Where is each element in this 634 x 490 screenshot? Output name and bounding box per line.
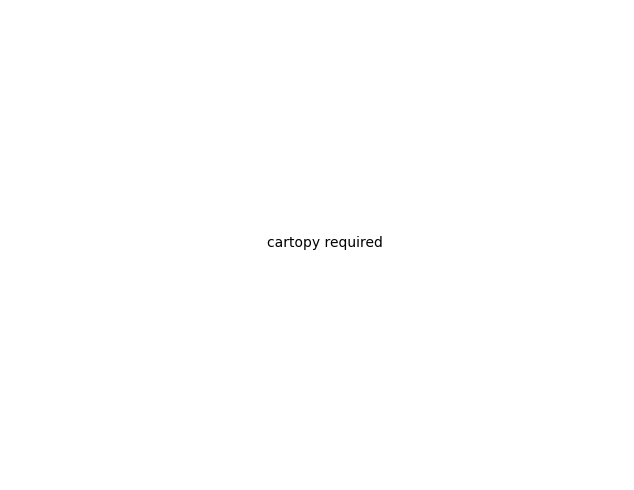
- Text: cartopy required: cartopy required: [267, 237, 383, 250]
